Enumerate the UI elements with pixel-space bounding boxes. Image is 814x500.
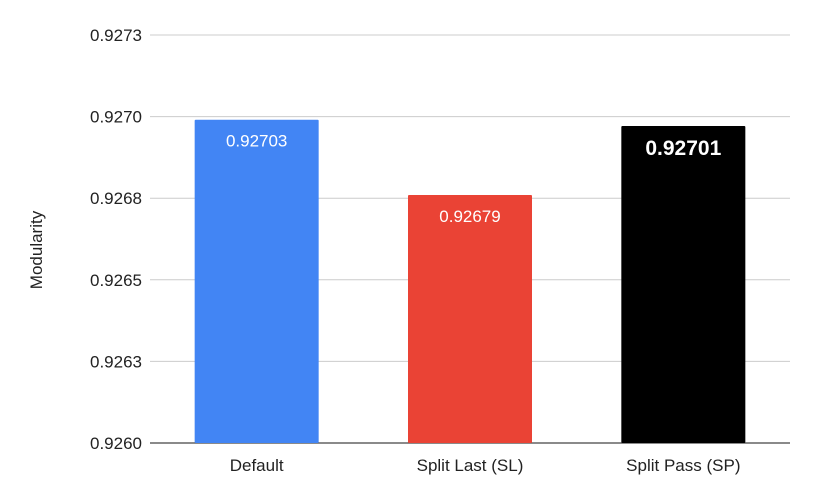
y-tick-label: 0.9260 [90,434,142,453]
y-tick-label: 0.9273 [90,26,142,45]
bar [408,195,532,443]
y-axis-title: Modularity [27,210,46,289]
x-category-label: Split Last (SL) [417,456,524,475]
y-tick-label: 0.9268 [90,189,142,208]
y-tick-label: 0.9263 [90,352,142,371]
data-labels: 0.92703 0.92679 0.92701 [226,132,722,226]
bar-value-label: 0.92679 [439,207,500,226]
bar-value-label: 0.92703 [226,132,287,151]
x-category-label: Default [230,456,284,475]
bars [194,119,746,443]
x-category-label: Split Pass (SP) [626,456,740,475]
bar [621,126,746,443]
bar [194,119,319,443]
y-tick-label: 0.9270 [90,108,142,127]
y-tick-label: 0.9265 [90,271,142,290]
y-axis-ticks: 0.9260 0.9263 0.9265 0.9268 0.9270 0.9273 [90,26,142,453]
bar-value-label: 0.92701 [645,137,721,160]
x-axis-categories: Default Split Last (SL) Split Pass (SP) [230,456,741,475]
